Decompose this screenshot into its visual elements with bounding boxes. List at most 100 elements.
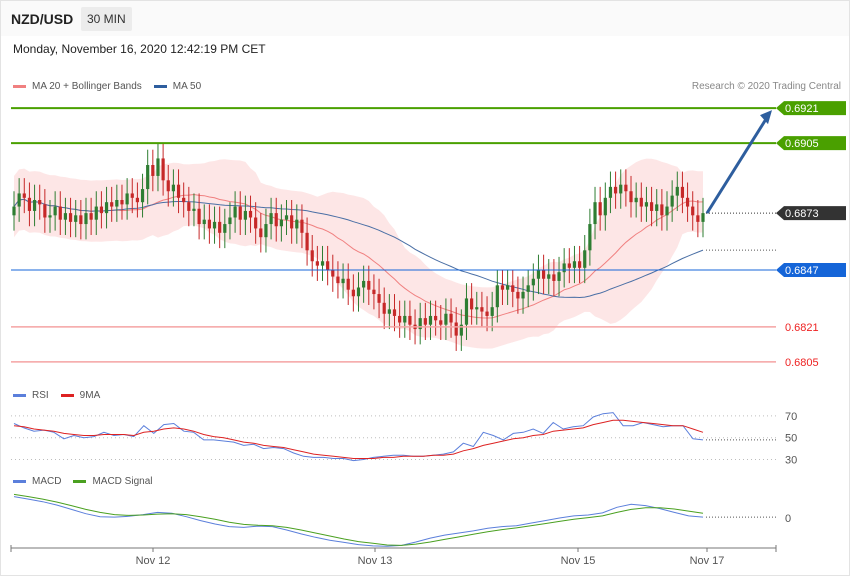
candle-body	[624, 184, 628, 192]
candle-body	[125, 193, 129, 205]
candle-body	[218, 221, 222, 233]
rsi-legend: RSI 9MA	[13, 390, 112, 401]
candle-body	[444, 313, 448, 325]
candle-body	[331, 270, 335, 277]
candle-body	[382, 302, 386, 314]
timeframe-button[interactable]: 30 MIN	[81, 7, 132, 31]
candle-body	[639, 197, 643, 207]
candle-body	[464, 298, 469, 325]
candle-body	[511, 285, 515, 292]
legend-item-macd-signal: MACD Signal	[73, 476, 152, 487]
ma50-swatch-icon	[153, 85, 167, 88]
candle-body	[398, 315, 402, 323]
candle-body	[336, 276, 340, 284]
candle-body	[197, 208, 201, 225]
level-label-2: 0.6873	[785, 208, 819, 220]
candle-body	[326, 261, 330, 270]
candle-body	[17, 193, 21, 207]
candle-body	[490, 307, 494, 316]
candle-body	[500, 285, 505, 290]
candle-body	[362, 280, 366, 288]
legend-label-macd-signal: MACD Signal	[92, 476, 153, 487]
candle-body	[320, 261, 325, 266]
candle-body	[613, 186, 618, 194]
candle-body	[562, 263, 566, 273]
macd-legend: MACD MACD Signal	[13, 476, 164, 487]
last-price-tag	[776, 206, 846, 221]
candle-body	[567, 263, 571, 268]
legend-label-rsi: RSI	[32, 390, 49, 401]
candle-body	[485, 311, 489, 316]
level-label-0: 0.6921	[785, 103, 819, 115]
candle-body	[655, 204, 659, 211]
candle-body	[32, 200, 37, 211]
candle-body	[603, 197, 607, 216]
candle-body	[536, 270, 541, 279]
bollinger-band	[14, 158, 703, 349]
candle-body	[356, 287, 361, 297]
candle-body	[583, 250, 587, 268]
candle-body	[43, 204, 47, 218]
legend-item-ma50: MA 50	[153, 81, 201, 92]
candle-body	[495, 285, 499, 308]
candle-body	[439, 320, 443, 325]
resistance-tag	[776, 101, 846, 116]
candle-body	[418, 318, 422, 330]
9ma-swatch-icon	[60, 394, 74, 397]
candle-body	[89, 213, 93, 220]
candle-body	[408, 315, 412, 325]
candle-body	[74, 215, 78, 222]
rsi-9ma-line	[13, 419, 704, 459]
candle-body	[161, 158, 165, 181]
candle-body	[685, 197, 690, 207]
candle-body	[120, 200, 124, 205]
level-label-3: 0.6847	[785, 265, 819, 277]
candle-body	[151, 165, 155, 176]
candle-body	[38, 200, 42, 205]
candle-body	[588, 224, 592, 251]
candle-body	[305, 232, 309, 251]
candle-body	[470, 298, 474, 310]
candle-body	[696, 215, 700, 222]
candle-body	[593, 202, 597, 225]
candle-body	[228, 217, 232, 225]
candle-body	[104, 202, 109, 214]
macd-swatch-icon	[13, 480, 26, 483]
rsi-swatch-icon	[13, 394, 26, 397]
candle-body	[665, 206, 669, 216]
candle-body	[377, 294, 381, 303]
candle-body	[557, 272, 561, 281]
candle-body	[166, 180, 170, 192]
candle-body	[12, 206, 16, 216]
x-tick-label: Nov 12	[136, 555, 171, 567]
candle-body	[629, 191, 633, 203]
candle-body	[233, 206, 237, 218]
legend-item-ma20: MA 20 + Bollinger Bands	[13, 81, 142, 92]
candle-body	[48, 215, 52, 218]
candle-body	[22, 193, 26, 198]
credit-text: Research © 2020 Trading Central	[691, 81, 841, 92]
candle-body	[480, 307, 484, 312]
candle-body	[341, 278, 345, 284]
candle-body	[192, 208, 196, 211]
legend-item-9ma: 9MA	[60, 390, 100, 401]
candle-body	[691, 206, 695, 216]
candle-body	[572, 261, 577, 268]
candle-body	[187, 202, 191, 211]
symbol-label: NZD/USD	[11, 11, 74, 27]
candle-body	[284, 215, 289, 220]
candle-body	[243, 210, 247, 220]
candle-body	[660, 204, 664, 216]
candle-body	[577, 261, 582, 268]
candle-body	[212, 221, 217, 229]
rsi-tick-70: 70	[785, 411, 797, 423]
level-label-5: 0.6805	[785, 357, 819, 369]
rsi-tick-50: 50	[785, 433, 797, 445]
candle-body	[675, 186, 679, 196]
candle-body	[156, 158, 160, 176]
candle-body	[521, 291, 525, 299]
candle-body	[680, 186, 685, 198]
candle-body	[110, 202, 114, 207]
candle-body	[279, 219, 283, 227]
candle-body	[387, 309, 391, 314]
